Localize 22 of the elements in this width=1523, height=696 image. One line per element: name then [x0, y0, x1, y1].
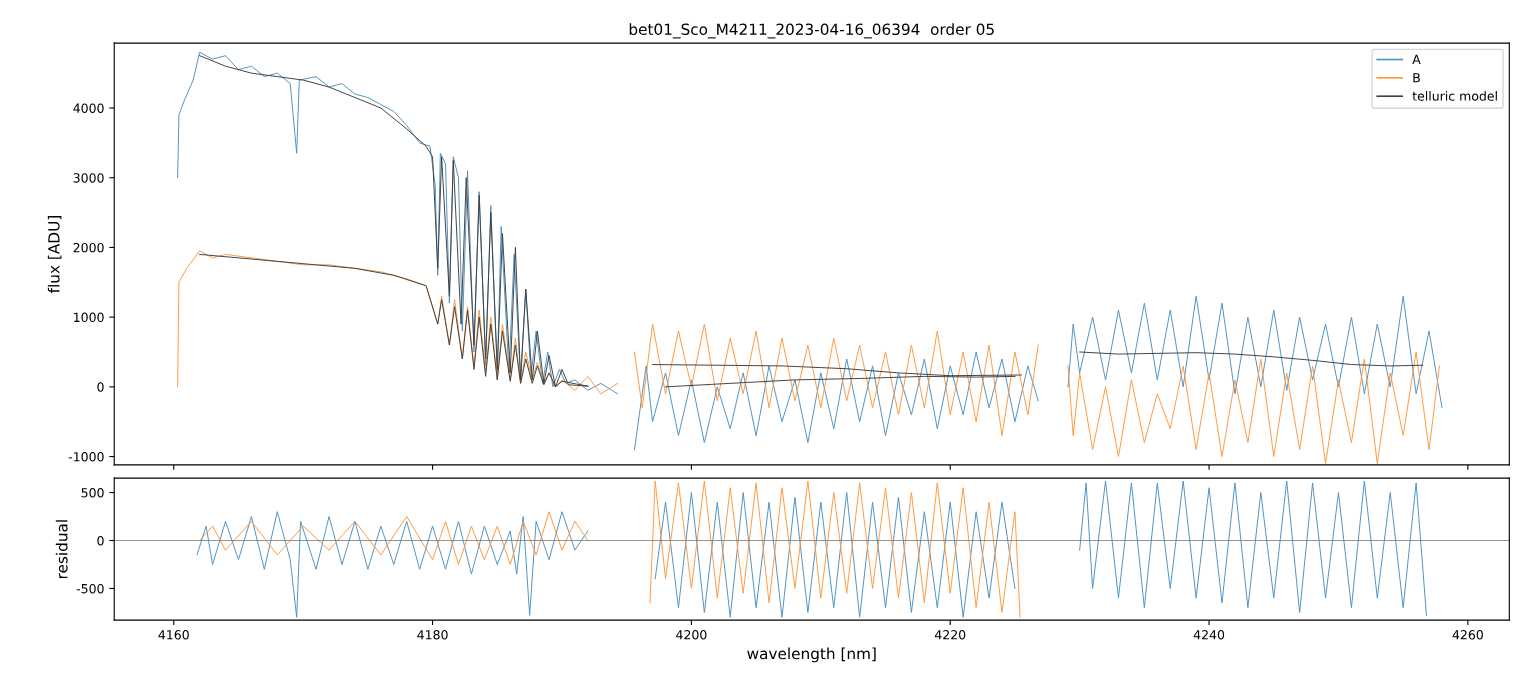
chart-title: bet01_Sco_M4211_2023-04-16_06394 order 05	[629, 23, 994, 39]
y-tick-label: 0	[97, 535, 104, 546]
x-tick-label: 4200	[676, 630, 707, 640]
y-axis-title: flux [ADU]	[47, 216, 62, 293]
y-axis-title: residual	[55, 520, 68, 579]
x-tick-label: 4240	[1193, 630, 1225, 640]
x-axis-title: wavelength [nm]	[747, 647, 876, 663]
y-tick-label: 500	[81, 488, 104, 498]
legend-label: telluric model	[1412, 91, 1497, 101]
x-tick-label: 4160	[158, 630, 189, 640]
y-tick-label: -1000	[68, 452, 104, 462]
y-tick-label: -500	[76, 583, 104, 594]
y-tick-label: 0	[97, 382, 104, 392]
y-tick-label: 4000	[73, 103, 104, 113]
y-tick-label: 1000	[74, 312, 104, 323]
y-tick-label: 2000	[73, 242, 104, 253]
x-tick-label: 4220	[934, 630, 966, 640]
x-tick-label: 4180	[417, 630, 448, 640]
legend-label: B	[1413, 73, 1420, 83]
x-tick-label: 4260	[1452, 630, 1483, 640]
y-tick-label: 3000	[73, 173, 104, 183]
legend-label: A	[1412, 54, 1421, 64]
